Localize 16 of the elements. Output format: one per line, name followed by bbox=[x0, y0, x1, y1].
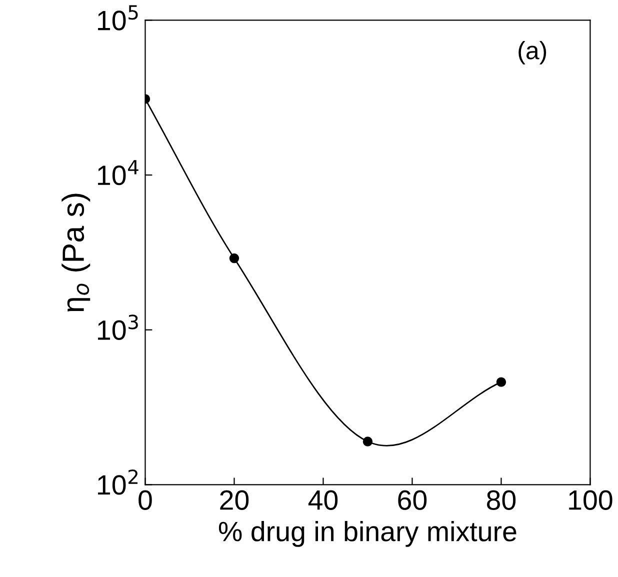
point bbox=[496, 377, 506, 387]
x-tick-label: 20 bbox=[220, 490, 249, 510]
x-tick-label: 40 bbox=[308, 490, 338, 510]
point bbox=[229, 253, 240, 264]
point bbox=[362, 436, 373, 446]
x-tick-label: 60 bbox=[398, 490, 427, 510]
annotation: (a) bbox=[518, 41, 546, 64]
x-tick-label: 80 bbox=[486, 490, 516, 510]
x-tick-label: 0 bbox=[138, 490, 152, 510]
y-axis-title: η$_{o}$ (Pa s) bbox=[62, 194, 90, 312]
y-tick-label: 10$^{4}$ bbox=[98, 160, 138, 186]
x-tick-label: 100 bbox=[569, 490, 612, 510]
x-axis-title: % drug in binary mixture bbox=[218, 520, 516, 547]
y-tick-label: 10$^{2}$ bbox=[98, 469, 138, 495]
y-tick-label: 10$^{3}$ bbox=[98, 314, 138, 340]
y-tick-label: 10$^{5}$ bbox=[98, 5, 138, 30]
